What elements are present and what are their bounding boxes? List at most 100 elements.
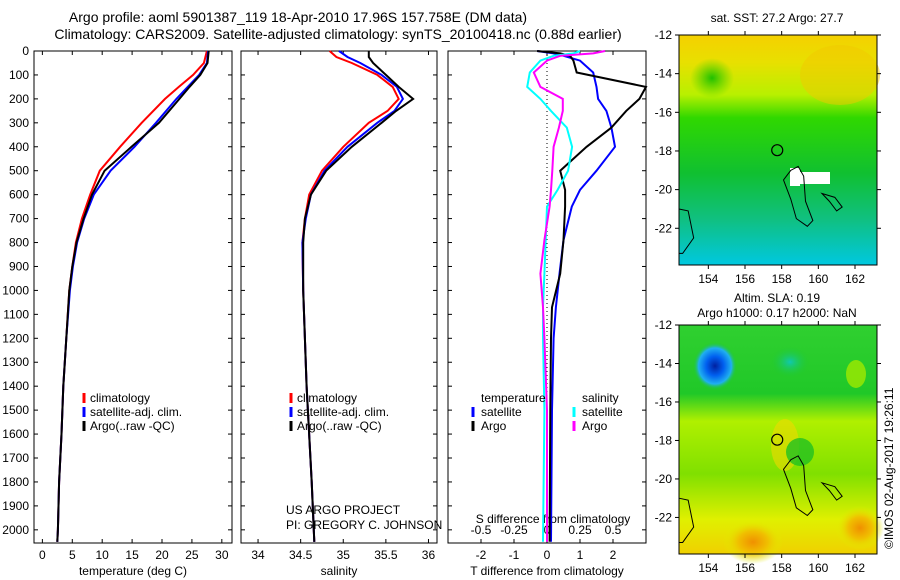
lon-tick-label: 156 (735, 561, 755, 575)
x-tick-label: 35.5 (374, 548, 398, 562)
series-line-argo-raw-qc- (302, 51, 415, 542)
argo-location-marker (771, 433, 784, 446)
lon-tick-label: 154 (698, 561, 718, 575)
depth-tick-label: 1800 (2, 475, 29, 489)
depth-tick-label: 1300 (2, 355, 29, 369)
legend-label: satellite (481, 405, 522, 419)
lon-tick-label: 158 (772, 272, 792, 286)
depth-tick-label: 800 (9, 236, 29, 250)
series-line-s-argo (532, 50, 606, 542)
legend-label: Argo(..raw -QC) (90, 419, 175, 433)
lat-tick-label: -22 (655, 221, 673, 235)
x-tick-label: 34.5 (289, 548, 313, 562)
lon-tick-label: 162 (845, 561, 865, 575)
lat-tick-label: -12 (655, 318, 673, 332)
x-tick-label: -2 (476, 548, 487, 562)
depth-tick-label: 1900 (2, 499, 29, 513)
coastline (782, 455, 814, 517)
depth-tick-label: 2000 (2, 523, 29, 537)
lat-tick-label: -16 (655, 105, 673, 119)
s-tick-label: -0.25 (500, 523, 528, 537)
x-axis-label: temperature (deg C) (79, 564, 187, 578)
x-tick-label: 20 (155, 548, 169, 562)
depth-tick-label: 600 (9, 188, 29, 202)
lat-tick-label: -20 (655, 472, 673, 486)
map-1-title: sat. SST: 27.2 Argo: 27.7 (711, 11, 844, 25)
depth-tick-label: 1000 (2, 283, 29, 297)
x-tick-label: 0 (39, 548, 46, 562)
x-tick-label: 25 (185, 548, 199, 562)
x-tick-label: 10 (96, 548, 110, 562)
legend-label: climatology (90, 391, 150, 405)
figure-title-line1: Argo profile: aoml 5901387_119 18-Apr-20… (69, 9, 527, 25)
lat-tick-label: -12 (655, 28, 673, 42)
depth-tick-label: 700 (9, 212, 29, 226)
lat-tick-label: -14 (655, 67, 673, 81)
x-tick-label: 2 (610, 548, 617, 562)
s-tick-label: 0.25 (568, 523, 592, 537)
legend-label: satellite-adj. clim. (297, 405, 389, 419)
depth-tick-label: 1100 (3, 307, 29, 321)
map-2-title: Altim. SLA: 0.19 (734, 291, 820, 305)
depth-tick-label: 1500 (2, 403, 29, 417)
series-line-argo-raw-qc- (56, 50, 210, 542)
x-tick-label: -1 (509, 548, 520, 562)
map-2-frame (678, 324, 878, 555)
legend-label: satellite (582, 405, 623, 419)
lat-tick-label: -18 (655, 144, 673, 158)
lat-tick-label: -18 (655, 433, 673, 447)
x-tick-label: 34 (251, 548, 265, 562)
panel-1-frame (33, 50, 233, 544)
credit-line2: PI: GREGORY C. JOHNSON (286, 518, 442, 532)
legend-label: climatology (297, 391, 357, 405)
lon-tick-label: 156 (735, 272, 755, 286)
sla-map-field (679, 325, 884, 564)
series-line-satellite-adj-clim- (56, 50, 210, 542)
series-line-climatology (56, 50, 208, 542)
depth-tick-label: 1400 (2, 379, 29, 393)
depth-tick-label: 200 (9, 92, 29, 106)
x-tick-label: 1 (577, 548, 584, 562)
sst-map-field (679, 35, 880, 265)
x-tick-label: 5 (69, 548, 76, 562)
s-axis-label: S difference from climatology (476, 512, 631, 526)
depth-tick-label: 900 (9, 259, 29, 273)
s-tick-label: -0.5 (471, 523, 492, 537)
x-tick-label: 35 (337, 548, 351, 562)
depth-tick-label: 1200 (2, 331, 29, 345)
s-tick-label: 0.5 (605, 523, 622, 537)
depth-tick-label: 0 (22, 44, 29, 58)
coastline (678, 208, 695, 254)
map-1-frame (678, 34, 878, 266)
depth-tick-label: 300 (9, 116, 29, 130)
coastline (820, 192, 843, 212)
panel-2-frame (240, 50, 438, 544)
lon-tick-label: 160 (808, 561, 828, 575)
depth-tick-label: 1700 (2, 451, 29, 465)
series-line-climatology (301, 50, 400, 542)
x-axis-label: salinity (321, 564, 358, 578)
argo-location-marker (771, 144, 784, 157)
figure-title-line2: Climatology: CARS2009. Satellite-adjuste… (54, 26, 621, 42)
lat-tick-label: -16 (655, 395, 673, 409)
series-line-s-satellite (526, 50, 581, 542)
legend-label: Argo(..raw -QC) (297, 419, 382, 433)
coastline (820, 481, 843, 501)
lon-tick-label: 154 (698, 272, 718, 286)
coastline (782, 165, 814, 228)
depth-tick-label: 100 (9, 68, 29, 82)
depth-tick-label: 500 (9, 164, 29, 178)
series-line-t-satellite (536, 50, 617, 542)
lat-tick-label: -14 (655, 356, 673, 370)
lon-tick-label: 162 (845, 272, 865, 286)
lat-tick-label: -22 (655, 510, 673, 524)
legend-title-temperature: temperature (481, 391, 546, 405)
x-tick-label: 36 (422, 548, 436, 562)
legend-label: satellite-adj. clim. (90, 405, 182, 419)
map-2-subtitle: Argo h1000: 0.17 h2000: NaN (697, 306, 856, 320)
lat-tick-label: -20 (655, 183, 673, 197)
credit-line1: US ARGO PROJECT (286, 503, 401, 517)
x-tick-label: 15 (125, 548, 139, 562)
x-tick-label: 0 (544, 548, 551, 562)
